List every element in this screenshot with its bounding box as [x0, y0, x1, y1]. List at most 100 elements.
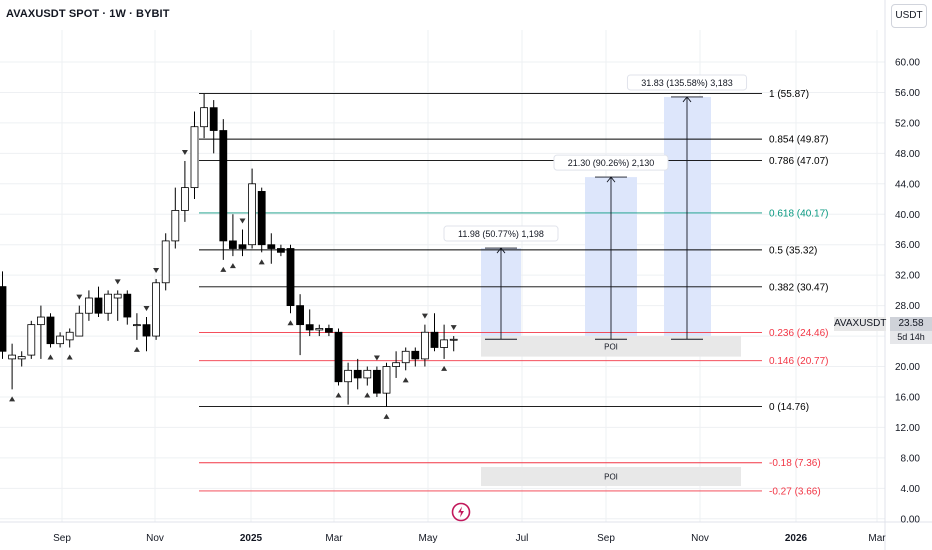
candle — [248, 168, 257, 249]
candle — [113, 290, 122, 321]
projection-label-box — [553, 154, 669, 171]
candle — [315, 324, 324, 337]
currency-button[interactable]: USDT — [891, 4, 927, 28]
buy-signal-marker — [287, 320, 294, 326]
candle-body — [449, 338, 458, 341]
candle — [305, 309, 314, 337]
candle-body — [180, 187, 189, 211]
candle — [449, 336, 458, 352]
candle — [440, 324, 449, 359]
candle — [392, 351, 401, 378]
y-tick-label: 32.00 — [895, 271, 920, 282]
candle-body — [85, 297, 93, 314]
candle — [46, 313, 55, 348]
time-axis: Sep Nov 2025 Mar May Jul Sep Nov 2026 Mar — [53, 533, 886, 544]
candle — [382, 362, 391, 407]
y-tick-label: 56.00 — [895, 88, 920, 99]
y-tick-label: 36.00 — [895, 240, 920, 251]
fib-label: 0.618 (40.17) — [769, 208, 829, 219]
candle — [276, 244, 285, 257]
fib-label: 0.786 (47.07) — [769, 156, 829, 167]
candle — [0, 271, 7, 359]
candle-body — [305, 324, 314, 331]
poi-zone — [481, 336, 741, 357]
candle-body — [94, 297, 103, 314]
x-tick-label: May — [419, 533, 438, 544]
projection-label-box — [626, 74, 748, 91]
candle-body — [142, 324, 151, 337]
candle — [257, 187, 266, 253]
candle — [65, 328, 74, 348]
candle — [372, 366, 381, 397]
buy-signal-marker — [229, 263, 236, 269]
buy-signal-marker — [383, 413, 390, 419]
candle-body — [267, 244, 276, 249]
poi-label: POI — [604, 473, 618, 482]
candle — [296, 294, 305, 356]
buy-signal-marker — [133, 346, 140, 352]
y-tick-label: 8.00 — [901, 453, 921, 464]
buy-signal-marker — [335, 392, 342, 398]
y-tick-label: 12.00 — [895, 423, 920, 434]
candle — [75, 305, 84, 337]
candle-body — [363, 369, 372, 379]
candle-body — [440, 339, 449, 348]
bar-countdown: 5d 14h — [890, 331, 932, 344]
buy-signal-marker — [258, 259, 265, 265]
y-tick-label: 52.00 — [895, 118, 920, 129]
candle-body — [46, 316, 55, 345]
y-tick-label: 40.00 — [895, 210, 920, 221]
candle-body — [324, 328, 333, 333]
x-tick-label: Nov — [691, 533, 709, 544]
x-tick-label: Mar — [325, 533, 343, 544]
chart-title: AVAXUSDT SPOT · 1W · BYBIT — [6, 8, 170, 20]
candle-body — [372, 369, 381, 394]
candle — [420, 324, 429, 367]
candle-body — [382, 366, 391, 394]
candle — [219, 119, 228, 260]
y-tick-label: 44.00 — [895, 179, 920, 190]
candle — [401, 347, 410, 371]
candle — [209, 100, 218, 154]
y-tick-label: 16.00 — [895, 392, 920, 403]
fib-label: 0.854 (49.87) — [769, 135, 829, 146]
candle-body — [104, 293, 112, 314]
candle — [152, 278, 161, 340]
buy-signal-marker — [66, 354, 73, 360]
tradingview-logo-icon — [451, 502, 471, 522]
candle-body — [392, 362, 401, 367]
candle-body — [190, 126, 199, 189]
candle — [104, 290, 112, 321]
y-tick-label: 28.00 — [895, 301, 920, 312]
candle-body — [315, 328, 324, 331]
candle — [142, 317, 151, 352]
candle — [267, 233, 276, 264]
candle — [430, 313, 439, 352]
candle-body — [200, 107, 209, 128]
candle-body — [334, 331, 343, 383]
candle-body — [161, 240, 170, 284]
sell-signal-marker — [76, 294, 83, 300]
candle-body — [152, 282, 161, 337]
projection-box — [664, 96, 711, 340]
candle-body — [17, 356, 26, 360]
candle-body — [65, 331, 74, 341]
candle — [228, 214, 237, 257]
candles — [0, 93, 458, 407]
candle — [286, 244, 295, 314]
y-tick-label: 20.00 — [895, 362, 920, 373]
candle — [238, 229, 247, 257]
candle-body — [228, 240, 237, 249]
sell-signal-marker — [421, 313, 428, 319]
x-tick-label: Jul — [516, 533, 529, 544]
candle — [353, 358, 362, 390]
last-price-badge: 23.58 — [890, 317, 932, 331]
candle-body — [344, 369, 353, 383]
candle-body — [401, 350, 410, 364]
symbol-price-label: AVAXUSDT — [834, 317, 887, 331]
candle — [17, 351, 26, 367]
fib-label: 0 (14.76) — [769, 402, 809, 413]
fib-levels: 1 (55.87) 0.854 (49.87) 0.786 (47.07) 0.618… — [199, 89, 829, 497]
sell-signal-marker — [239, 218, 246, 224]
